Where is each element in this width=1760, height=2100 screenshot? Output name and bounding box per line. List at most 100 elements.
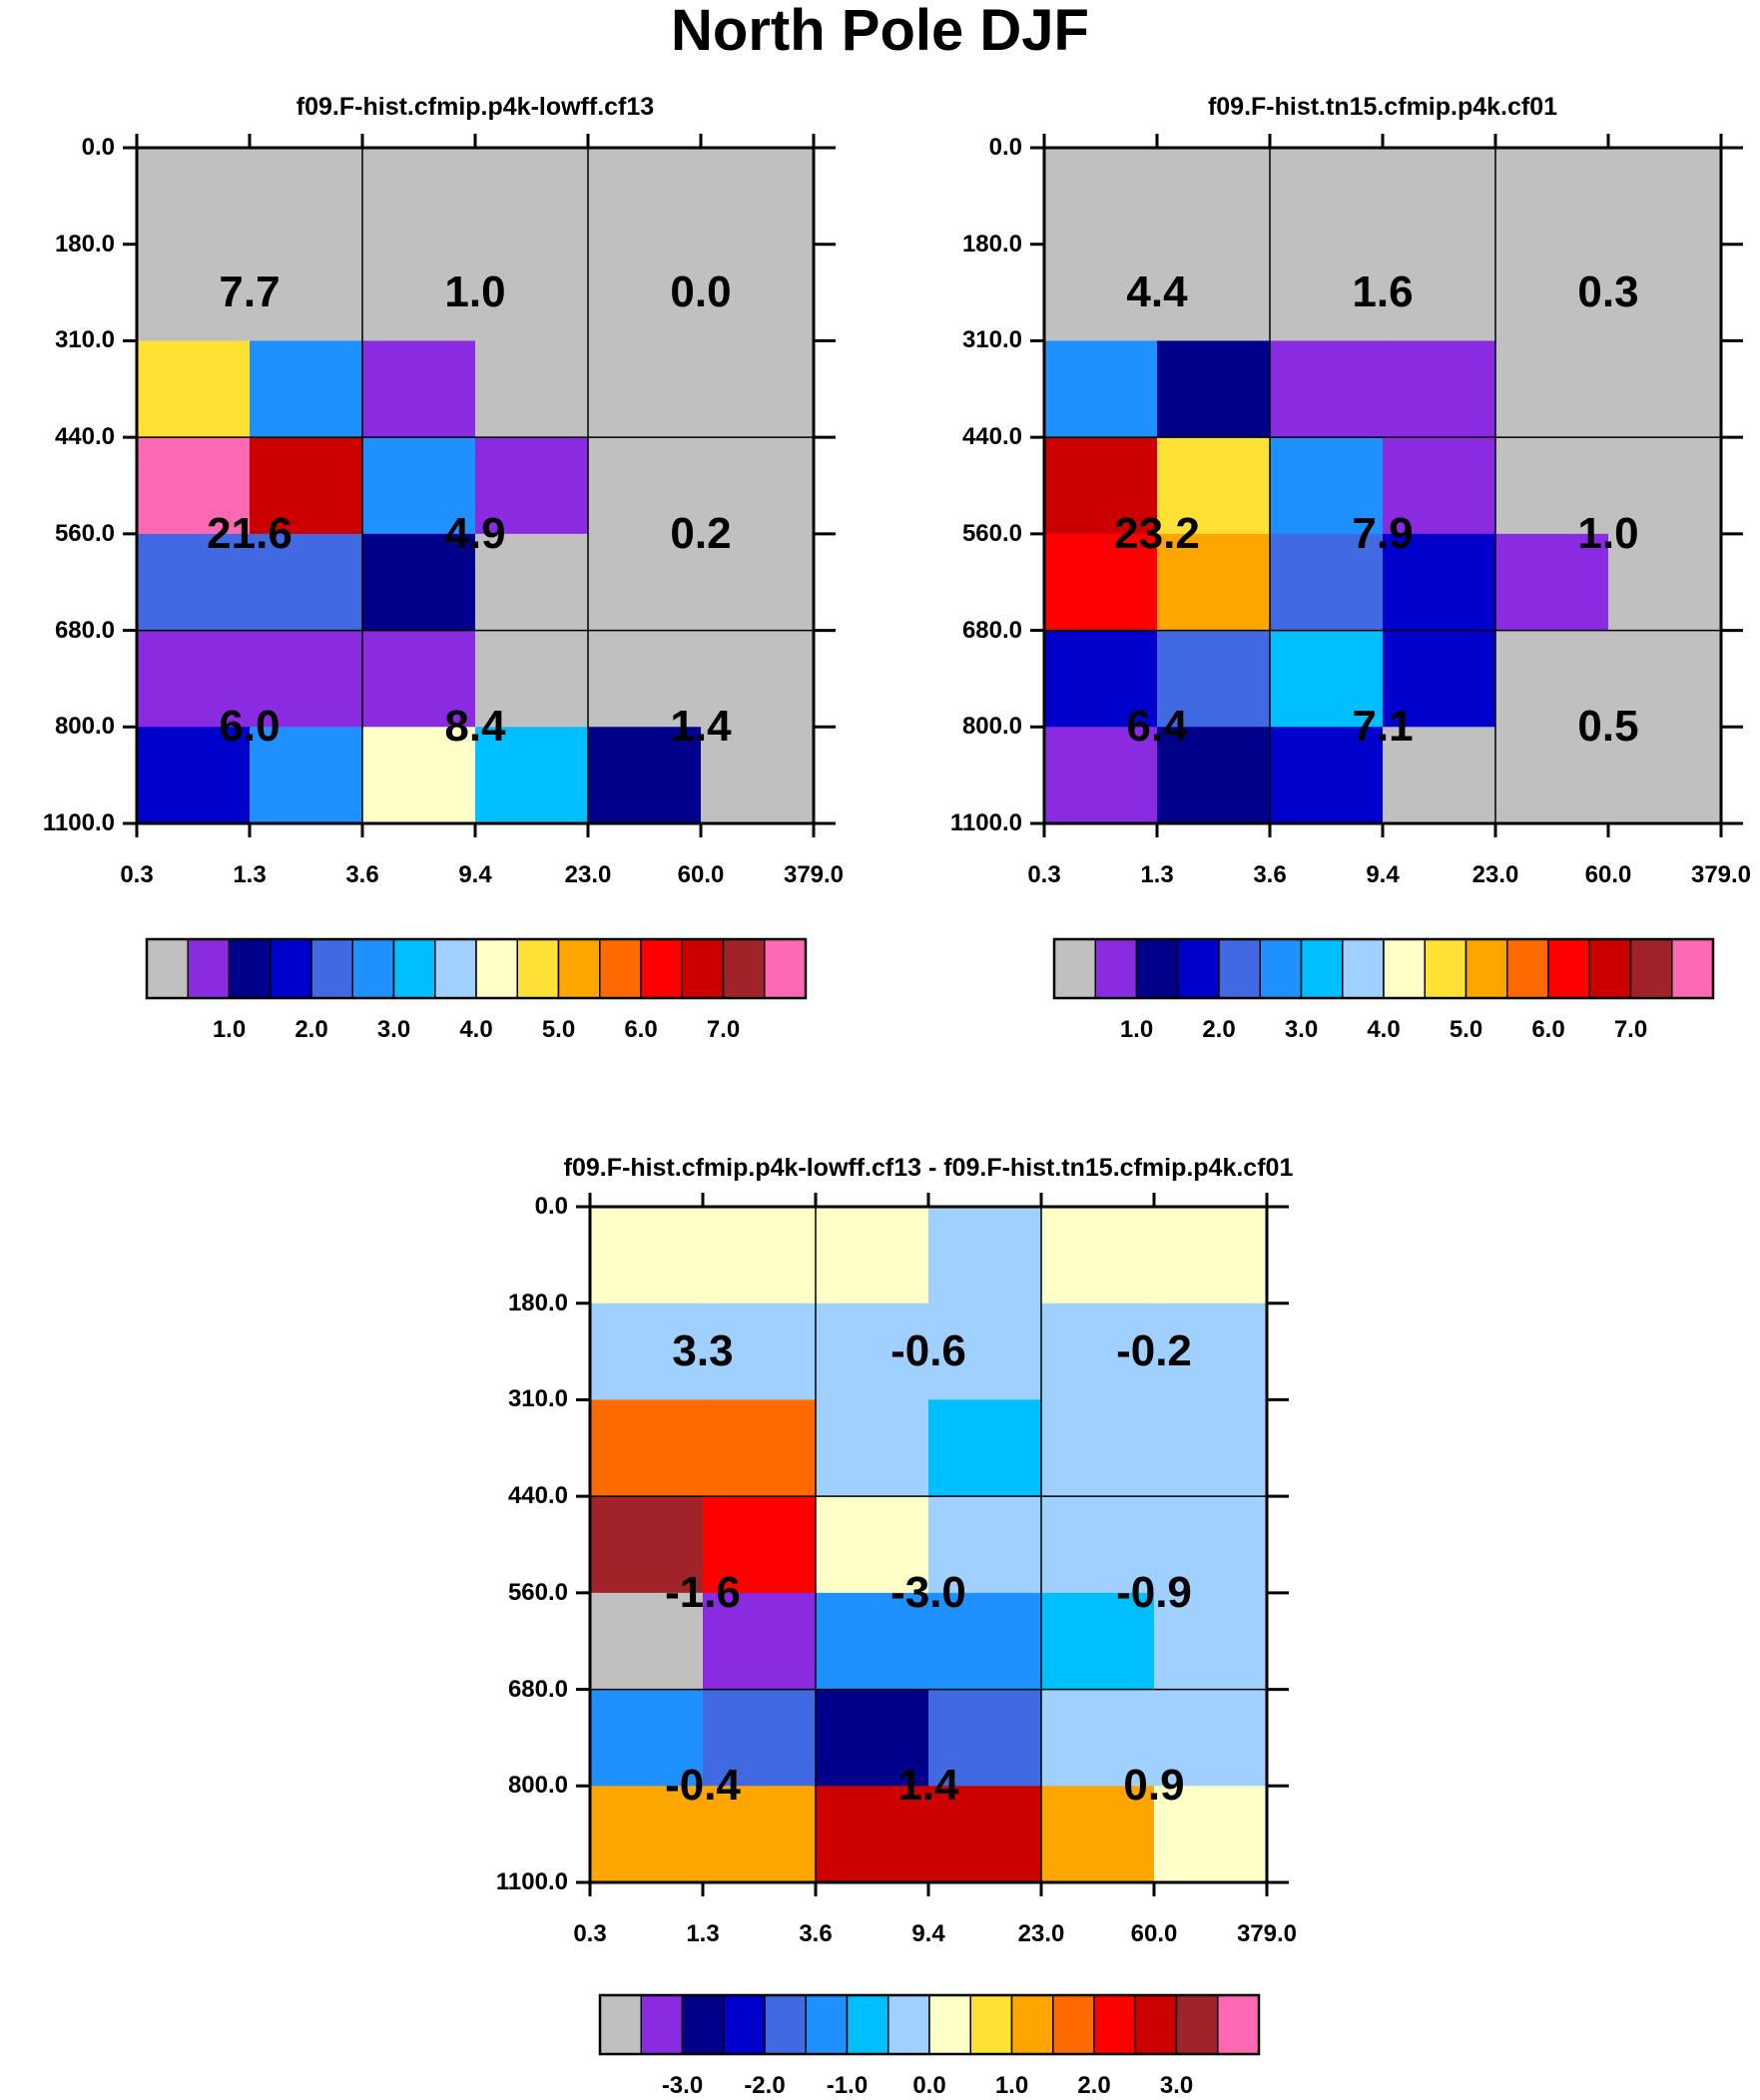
- group-value: 21.6: [207, 508, 293, 558]
- group-value: 6.4: [1126, 702, 1188, 752]
- heatmap-cell: [1157, 437, 1271, 535]
- heatmap-cell: [475, 148, 589, 246]
- heatmap-cell: [475, 437, 589, 535]
- heatmap-cell: [1154, 1207, 1268, 1305]
- heatmap-cell: [1608, 244, 1722, 342]
- y-tick-label: 0.0: [988, 134, 1022, 161]
- heatmap-cell: [1608, 727, 1722, 824]
- heatmap-cell: [703, 1207, 817, 1305]
- heatmap-cell: [1495, 727, 1609, 824]
- heatmap-cell: [1157, 340, 1271, 438]
- heatmap-cell: [816, 1592, 929, 1691]
- colorbar-label: 3.0: [376, 1016, 411, 1043]
- y-tick-label: 180.0: [507, 1289, 568, 1316]
- heatmap-cell: [590, 1786, 704, 1883]
- group-value: -0.2: [1116, 1326, 1192, 1376]
- x-tick-label: 60.0: [1584, 861, 1632, 888]
- heatmap-cell: [1041, 1592, 1155, 1691]
- x-tick-label: 3.6: [345, 861, 379, 888]
- colorbar-box: [146, 938, 189, 999]
- heatmap-cell: [590, 1592, 704, 1691]
- heatmap-cell: [1608, 533, 1722, 632]
- y-tick-label: 800.0: [507, 1772, 568, 1800]
- x-tick-label: 379.0: [1690, 861, 1752, 888]
- x-tick-label: 3.6: [799, 1920, 833, 1947]
- heatmap-cell: [816, 1207, 929, 1305]
- colorbar-label: 7.0: [706, 1016, 741, 1043]
- heatmap-cell: [1044, 727, 1158, 824]
- heatmap-cell: [588, 727, 702, 824]
- colorbar-label: -3.0: [661, 2072, 704, 2099]
- heatmap-cell: [475, 630, 589, 728]
- colorbar-label: 1.0: [1119, 1016, 1154, 1043]
- heatmap-cell: [1495, 340, 1609, 438]
- colorbar-box: [681, 1994, 725, 2055]
- colorbar-frame: [1052, 937, 1715, 1000]
- x-tick-label: 1.3: [686, 1920, 720, 1947]
- colorbar-box: [1052, 1994, 1095, 2055]
- group-value: -0.4: [665, 1761, 741, 1811]
- y-tick-label: 800.0: [961, 713, 1022, 741]
- group-value: -3.0: [890, 1567, 966, 1617]
- colorbar-box: [1588, 938, 1632, 999]
- colorbar-box: [1177, 938, 1220, 999]
- colorbar-box: [805, 1994, 849, 2055]
- x-tick-label: 9.4: [911, 1920, 945, 1947]
- x-tick-label: 0.3: [573, 1920, 607, 1947]
- heatmap-cell: [137, 148, 251, 246]
- heatmap-cell: [588, 533, 702, 632]
- colorbar-frame: [145, 937, 808, 1000]
- colorbar-box: [1217, 1994, 1260, 2055]
- colorbar-box: [475, 938, 518, 999]
- colorbar-box: [969, 1994, 1013, 2055]
- heatmap-cell: [250, 148, 363, 246]
- group-value: 4.4: [1126, 267, 1188, 317]
- colorbar-box: [310, 938, 353, 999]
- colorbar-label: 4.0: [1367, 1016, 1401, 1043]
- heatmap-cell: [590, 1303, 704, 1401]
- heatmap-cell: [1383, 340, 1496, 438]
- y-tick-label: 310.0: [961, 326, 1022, 354]
- colorbar-box: [1094, 938, 1138, 999]
- heatmap-cell: [1044, 437, 1158, 535]
- plot-panel-1: [123, 134, 836, 837]
- y-tick-label: 0.0: [534, 1193, 568, 1220]
- heatmap-cell: [590, 1399, 704, 1497]
- heatmap-cell: [590, 1207, 704, 1305]
- heatmap-cell: [1495, 533, 1609, 632]
- heatmap-cell: [1044, 533, 1158, 632]
- panel-title: f09.F-hist.tn15.cfmip.p4k.cf01: [1207, 93, 1558, 121]
- heatmap-cell: [928, 1399, 1042, 1497]
- panel-title: f09.F-hist.cfmip.p4k-lowff.cf13: [295, 93, 655, 121]
- colorbar-box: [1093, 1994, 1136, 2055]
- colorbar-box: [640, 938, 683, 999]
- colorbar-label: 4.0: [459, 1016, 493, 1043]
- heatmap-cell: [1383, 148, 1496, 246]
- heatmap-cell: [1383, 630, 1496, 728]
- x-tick-label: 60.0: [1130, 1920, 1178, 1947]
- colorbar-box: [1671, 938, 1714, 999]
- heatmap-cell: [1157, 148, 1271, 246]
- heatmap-cell: [1041, 1689, 1155, 1787]
- colorbar: [145, 937, 808, 1000]
- heatmap-cell: [588, 630, 702, 728]
- y-tick-label: 560.0: [54, 519, 115, 547]
- x-tick-label: 9.4: [1366, 861, 1400, 888]
- group-value: 1.4: [897, 1761, 959, 1811]
- colorbar-box: [1547, 938, 1590, 999]
- y-tick-label: 680.0: [54, 616, 115, 644]
- y-tick-label: 310.0: [507, 1385, 568, 1413]
- group-value: 8.4: [444, 702, 506, 752]
- colorbar-box: [392, 938, 436, 999]
- heatmap-cell: [362, 244, 476, 342]
- group-value: 0.5: [1577, 702, 1639, 752]
- x-tick-label: 60.0: [677, 861, 725, 888]
- colorbar-box: [1629, 938, 1673, 999]
- heatmap-cell: [362, 630, 476, 728]
- heatmap-cell: [703, 1303, 817, 1401]
- y-tick-label: 180.0: [54, 230, 115, 258]
- heatmap-cell: [250, 437, 363, 535]
- heatmap-cell: [1608, 437, 1722, 535]
- colorbar-box: [764, 938, 807, 999]
- colorbar-box: [1135, 938, 1179, 999]
